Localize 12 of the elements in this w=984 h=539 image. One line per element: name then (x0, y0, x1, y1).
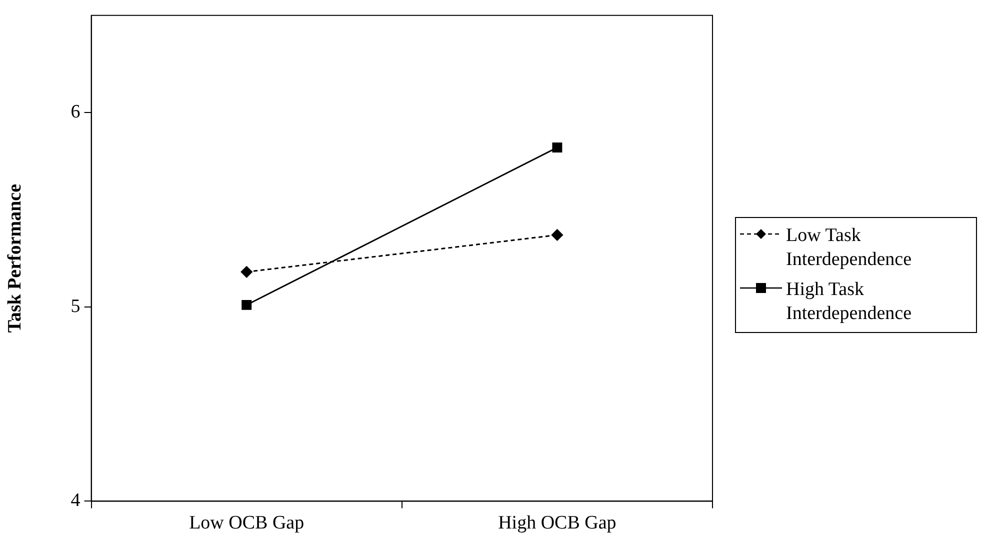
y-tick-label: 4 (70, 490, 81, 512)
y-tick-label: 6 (70, 102, 80, 123)
point (242, 300, 252, 310)
legend-label: Low Task Interdependence (786, 224, 913, 272)
point (552, 142, 562, 153)
y-axis-title: Task Performance (4, 184, 26, 333)
legend-label: High Task Interdependence (786, 278, 913, 326)
point (551, 229, 563, 241)
x-tick-label: High OCB Gap (498, 512, 616, 534)
y-tick-label: 5 (70, 296, 80, 317)
point (240, 266, 252, 278)
x-tick-label: Low OCB Gap (189, 512, 304, 534)
